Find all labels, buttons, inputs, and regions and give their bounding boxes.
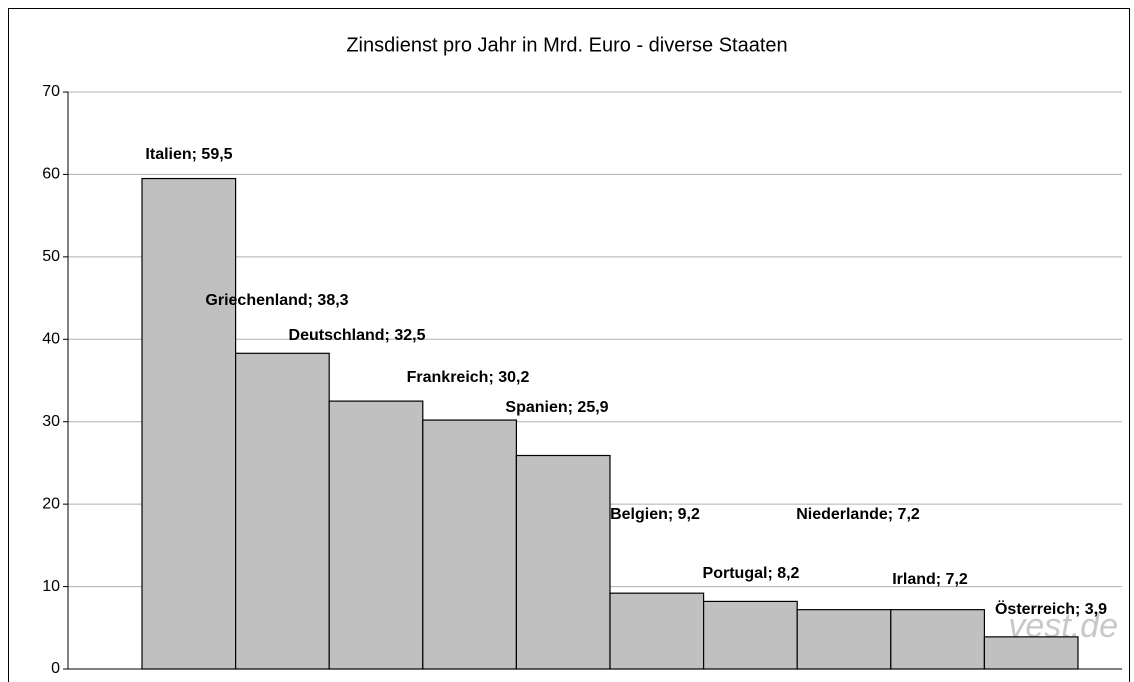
bar (796, 609, 892, 670)
bar (141, 177, 237, 670)
bar (515, 454, 611, 670)
data-label: Österreich; 3,9 (995, 599, 1107, 618)
bar (983, 636, 1079, 670)
bar (328, 400, 424, 670)
data-label: Irland; 7,2 (892, 571, 968, 588)
y-tick-label: 30 (42, 413, 60, 430)
y-tick-label: 50 (42, 248, 60, 265)
bar (422, 419, 517, 670)
y-tick-label: 10 (42, 578, 60, 595)
y-tick-label: 40 (42, 331, 60, 348)
chart-title: Zinsdienst pro Jahr in Mrd. Euro - diver… (346, 34, 787, 56)
data-label: Portugal; 8,2 (703, 565, 800, 582)
data-label: Frankreich; 30,2 (407, 369, 530, 386)
bar (235, 352, 330, 670)
data-label: Deutschland; 32,5 (289, 327, 426, 344)
bar (702, 600, 798, 670)
data-label: Niederlande; 7,2 (796, 506, 920, 523)
data-label: Italien; 59,5 (145, 146, 232, 163)
y-tick-label: 60 (42, 166, 60, 183)
y-tick-label: 0 (51, 660, 60, 677)
data-label: Spanien; 25,9 (505, 399, 608, 416)
y-tick-label: 70 (42, 83, 60, 100)
data-label: Belgien; 9,2 (610, 506, 700, 523)
y-tick-label: 20 (42, 495, 60, 512)
bar (890, 609, 985, 670)
data-label: Griechenland; 38,3 (205, 292, 348, 309)
bar (609, 592, 705, 670)
